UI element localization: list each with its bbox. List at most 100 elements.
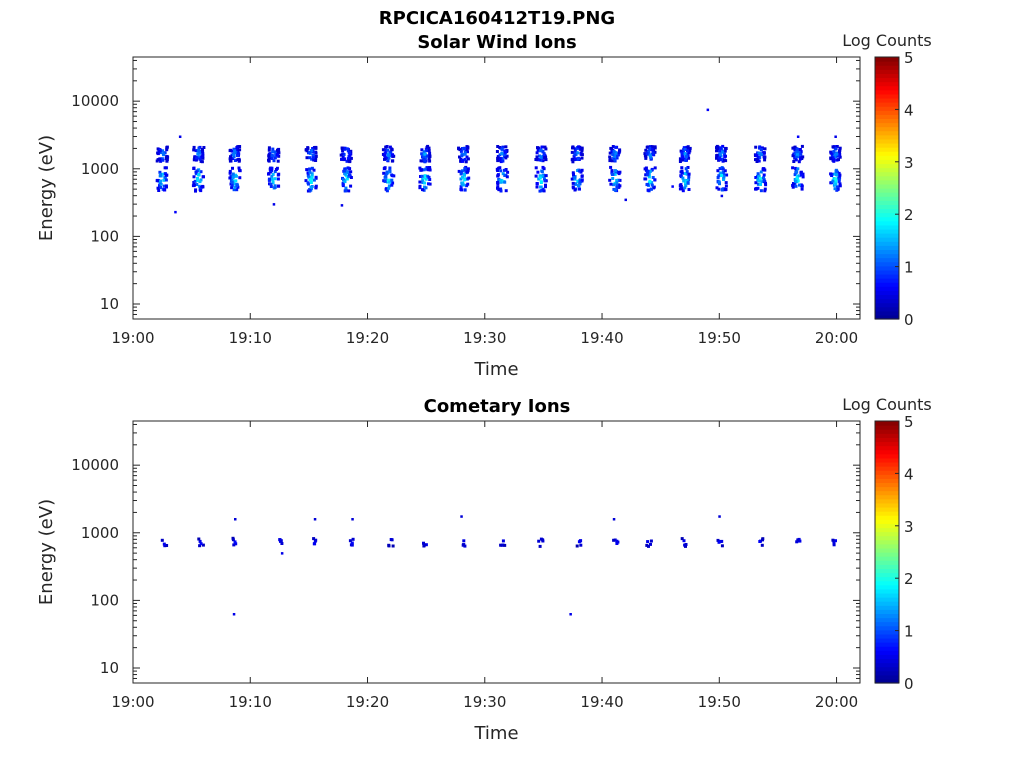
- colorbar-segment: [875, 539, 899, 545]
- colorbar-segment: [875, 674, 899, 680]
- data-cell: [164, 178, 168, 182]
- data-cell: [427, 146, 431, 150]
- colorbar-segment: [875, 97, 899, 103]
- data-cell: [230, 180, 234, 184]
- data-cell: [573, 188, 577, 192]
- data-cell: [421, 181, 425, 184]
- colorbar-segment: [875, 666, 899, 672]
- colorbar-segment: [875, 228, 899, 234]
- data-cell: [343, 167, 347, 171]
- data-point: [232, 613, 236, 616]
- data-cell: [717, 180, 721, 184]
- data-cell: [199, 178, 203, 182]
- data-cell: [462, 172, 466, 176]
- data-cell: [795, 170, 799, 174]
- data-cell: [800, 173, 803, 177]
- data-cell: [504, 156, 508, 160]
- data-cell: [754, 176, 758, 179]
- panel-1: 19:00 19:10 19:20 19:30 19:40 19:50 20:0010100…: [36, 31, 932, 380]
- data-cell: [236, 149, 240, 153]
- data-cell: [418, 166, 422, 170]
- data-cell: [837, 177, 841, 181]
- data-cell: [196, 176, 199, 180]
- data-cell: [678, 157, 682, 161]
- colorbar-segment: [875, 200, 899, 205]
- colorbar-segment: [875, 224, 899, 230]
- colorbar-frame: [874, 420, 900, 684]
- data-cell: [390, 159, 394, 163]
- data-cell: [495, 150, 499, 153]
- data-cell: [718, 182, 721, 186]
- data-point: [671, 185, 674, 188]
- x-tick-label: 20:00: [815, 329, 858, 347]
- data-cell: [687, 178, 691, 182]
- data-cell: [419, 175, 422, 178]
- data-cell: [501, 539, 505, 543]
- data-cell: [835, 188, 839, 192]
- colorbar-segment: [875, 461, 899, 467]
- data-cell: [422, 157, 426, 161]
- data-cell: [650, 168, 654, 172]
- data-cell: [270, 157, 274, 160]
- colorbar-segment: [875, 519, 899, 524]
- data-cell: [721, 170, 725, 174]
- data-cell: [723, 149, 727, 153]
- data-cell: [502, 168, 506, 172]
- data-cell: [762, 151, 766, 155]
- data-cell: [577, 145, 581, 149]
- data-cell: [609, 182, 613, 186]
- data-cell: [387, 544, 391, 548]
- data-cell: [648, 179, 652, 183]
- data-cell: [312, 537, 316, 541]
- data-cell: [345, 147, 349, 151]
- colorbar-segment: [875, 457, 899, 463]
- data-cell: [198, 157, 202, 161]
- data-cell: [576, 151, 580, 155]
- data-cell: [609, 146, 613, 150]
- data-cell: [794, 184, 798, 188]
- colorbar-segment: [875, 515, 899, 520]
- data-cell: [541, 538, 545, 542]
- data-cell: [758, 151, 762, 155]
- data-cell: [760, 543, 764, 547]
- colorbar-segment: [875, 241, 899, 246]
- colorbar-segment: [875, 609, 899, 614]
- data-cell: [615, 155, 619, 158]
- data-cell: [499, 180, 503, 184]
- data-cell: [645, 145, 649, 149]
- data-cell: [423, 543, 427, 547]
- data-point: [340, 157, 344, 161]
- data-cell: [831, 156, 835, 160]
- data-cell: [199, 170, 203, 174]
- data-cell: [683, 186, 687, 190]
- data-cell: [343, 172, 347, 176]
- data-cell: [420, 174, 424, 178]
- data-cell: [647, 181, 651, 185]
- data-cell: [716, 176, 720, 179]
- data-cell: [228, 176, 232, 180]
- data-cell: [347, 151, 351, 155]
- data-cell: [343, 180, 347, 184]
- data-cell: [314, 146, 318, 150]
- data-cell: [503, 152, 507, 156]
- colorbar-tick-label: 4: [904, 101, 914, 119]
- data-cell: [193, 179, 197, 183]
- data-cell: [723, 152, 726, 156]
- data-cell: [308, 156, 312, 160]
- data-cell: [578, 169, 582, 173]
- data-cell: [463, 167, 467, 171]
- data-cell: [466, 145, 470, 149]
- colorbar-segment: [875, 511, 899, 516]
- data-cell: [305, 168, 309, 172]
- data-cell: [680, 166, 684, 170]
- data-cell: [544, 174, 548, 178]
- data-cell: [504, 189, 508, 193]
- data-cell: [345, 177, 349, 181]
- data-cell: [722, 173, 726, 177]
- data-cell: [161, 158, 165, 162]
- data-cell: [427, 175, 431, 179]
- y-axis-label: Energy (eV): [36, 499, 57, 605]
- data-cell: [418, 180, 422, 184]
- data-cell: [797, 150, 801, 154]
